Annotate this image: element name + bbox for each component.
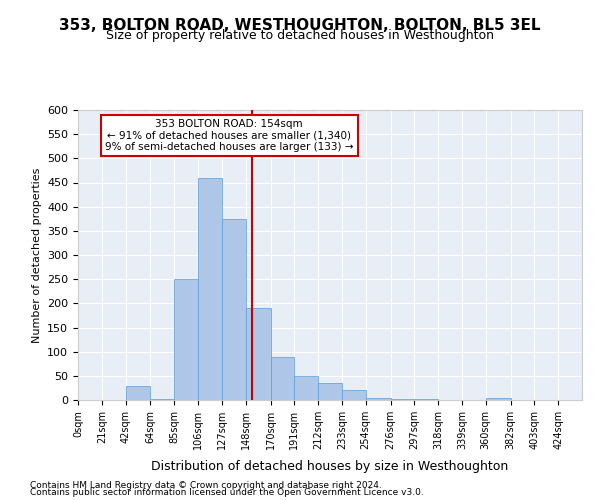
Bar — [342, 390, 365, 400]
Bar — [486, 398, 511, 400]
Text: Contains HM Land Registry data © Crown copyright and database right 2024.: Contains HM Land Registry data © Crown c… — [30, 480, 382, 490]
Bar — [198, 178, 222, 400]
Y-axis label: Number of detached properties: Number of detached properties — [32, 168, 41, 342]
Text: 353 BOLTON ROAD: 154sqm
← 91% of detached houses are smaller (1,340)
9% of semi-: 353 BOLTON ROAD: 154sqm ← 91% of detache… — [105, 118, 353, 152]
Text: Size of property relative to detached houses in Westhoughton: Size of property relative to detached ho… — [106, 29, 494, 42]
Bar — [415, 398, 438, 400]
Bar — [245, 308, 271, 400]
Bar — [295, 376, 318, 400]
Bar — [222, 219, 245, 400]
X-axis label: Distribution of detached houses by size in Westhoughton: Distribution of detached houses by size … — [151, 460, 509, 473]
Text: 353, BOLTON ROAD, WESTHOUGHTON, BOLTON, BL5 3EL: 353, BOLTON ROAD, WESTHOUGHTON, BOLTON, … — [59, 18, 541, 32]
Text: Contains public sector information licensed under the Open Government Licence v3: Contains public sector information licen… — [30, 488, 424, 497]
Bar — [365, 398, 391, 400]
Bar — [271, 356, 295, 400]
Bar — [151, 399, 174, 400]
Bar — [391, 398, 415, 400]
Bar — [125, 386, 151, 400]
Bar — [174, 279, 198, 400]
Bar — [318, 383, 342, 400]
